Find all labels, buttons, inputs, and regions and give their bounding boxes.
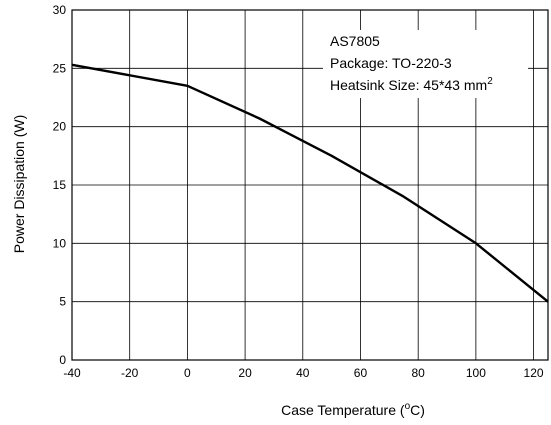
annotation-package: Package: TO-220-3 <box>330 55 452 71</box>
y-tick-label: 15 <box>53 178 67 192</box>
y-tick-label: 25 <box>53 61 67 75</box>
x-tick-label: 40 <box>296 366 310 380</box>
y-tick-label: 5 <box>59 295 66 309</box>
x-tick-label: -40 <box>63 366 81 380</box>
x-tick-labels: -40 -20 0 20 40 60 80 100 120 <box>63 366 544 380</box>
x-tick-label: 0 <box>184 366 191 380</box>
x-tick-label: 60 <box>354 366 368 380</box>
plot-frame <box>71 9 549 361</box>
x-tick-label: 20 <box>238 366 252 380</box>
y-tick-label: 0 <box>59 353 66 367</box>
y-tick-label: 10 <box>53 236 67 250</box>
annotation-background <box>323 30 528 98</box>
x-axis-title: Case Temperature (oC) <box>281 401 425 418</box>
annotation-heatsink: Heatsink Size: 45*43 mm2 <box>330 76 493 93</box>
x-tick-label: -20 <box>121 366 139 380</box>
y-tick-label: 20 <box>53 120 67 134</box>
y-tick-label: 30 <box>53 3 67 17</box>
x-tick-label: 100 <box>466 366 486 380</box>
annotation-box: AS7805 Package: TO-220-3 Heatsink Size: … <box>323 30 528 98</box>
y-tick-labels: 0 5 10 15 20 25 30 <box>53 3 67 367</box>
annotation-device: AS7805 <box>330 33 380 49</box>
x-tick-label: 120 <box>524 366 544 380</box>
y-axis-title: Power Dissipation (W) <box>11 115 27 253</box>
series-line <box>71 63 549 303</box>
x-tick-label: 80 <box>412 366 426 380</box>
